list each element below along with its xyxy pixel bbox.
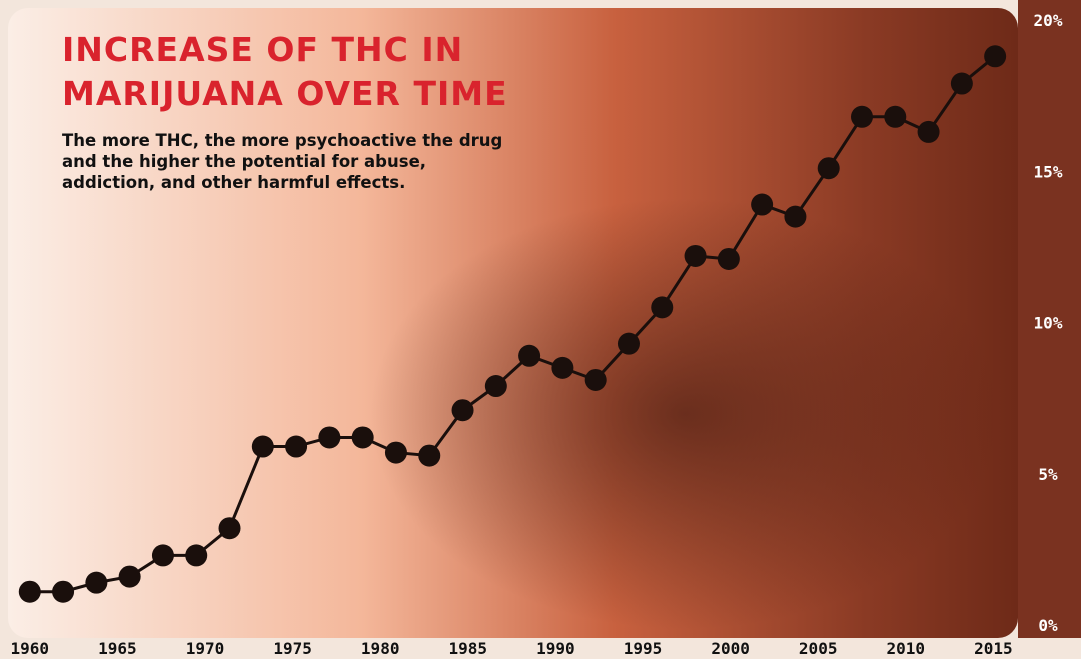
point [251,435,274,458]
x-tick-label: 2015 [974,639,1013,658]
point [118,565,141,588]
point [850,105,873,128]
point [950,72,973,95]
point [151,544,174,567]
point [584,368,607,391]
point [52,580,75,603]
point [617,332,640,355]
x-tick-label: 2010 [887,639,926,658]
x-tick-label: 2000 [711,639,750,658]
point [218,517,241,540]
point [717,247,740,270]
point [984,45,1007,68]
point [817,157,840,180]
x-tick-label: 1995 [624,639,663,658]
x-tick-label: 1985 [449,639,488,658]
y-tick-label: 20% [1034,11,1063,30]
x-tick-label: 1990 [536,639,575,658]
x-tick-label: 1965 [98,639,137,658]
point [418,444,441,467]
point [85,571,108,594]
smoke [300,150,1000,630]
x-tick-label: 1960 [11,639,50,658]
y-tick-label: 10% [1034,314,1063,333]
point [518,344,541,367]
chart-title: INCREASE OF THC IN MARIJUANA OVER TIME [62,30,508,113]
point [351,426,374,449]
x-tick-label: 1975 [273,639,312,658]
point [318,426,341,449]
point [18,580,41,603]
y-tick-label: 5% [1038,465,1058,484]
point [784,205,807,228]
chart-subtitle: The more THC, the more psychoactive the … [62,131,503,192]
point [684,244,707,267]
point [917,120,940,143]
bottom-strip [0,638,1081,659]
point [451,399,474,422]
point [651,296,674,319]
point [384,441,407,464]
point [185,544,208,567]
point [285,435,308,458]
point [484,375,507,398]
point [884,105,907,128]
x-tick-label: 2005 [799,639,838,658]
x-tick-label: 1980 [361,639,400,658]
y-tick-label: 15% [1034,162,1063,181]
y-tick-label: 0% [1038,616,1058,635]
point [751,193,774,216]
point [551,356,574,379]
right-strip [1018,0,1081,659]
x-tick-label: 1970 [186,639,225,658]
